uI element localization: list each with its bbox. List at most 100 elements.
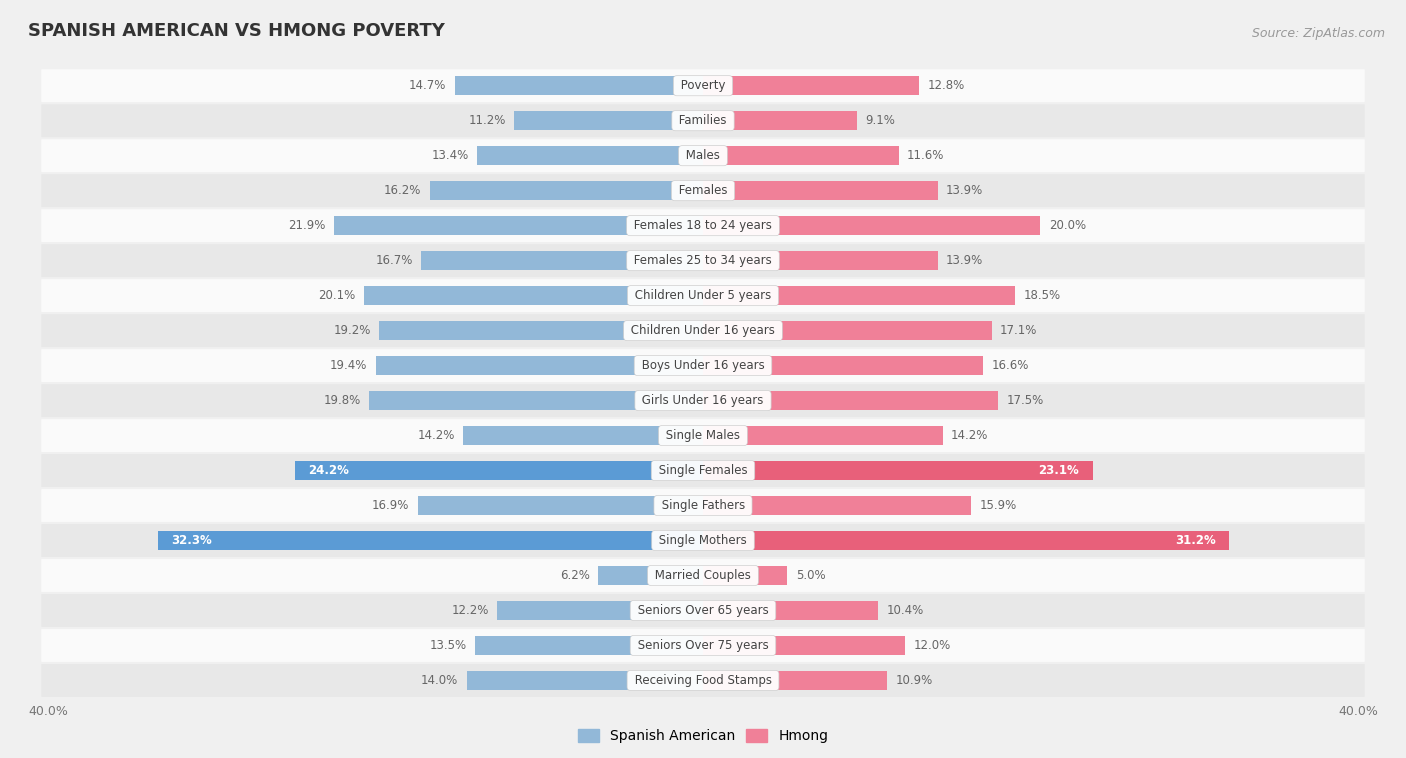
Text: Females 25 to 34 years: Females 25 to 34 years <box>630 254 776 267</box>
Text: 24.2%: 24.2% <box>308 464 349 477</box>
Text: 13.9%: 13.9% <box>946 184 983 197</box>
Text: Boys Under 16 years: Boys Under 16 years <box>638 359 768 372</box>
FancyBboxPatch shape <box>41 489 1365 522</box>
Text: Girls Under 16 years: Girls Under 16 years <box>638 394 768 407</box>
Bar <box>375 356 703 375</box>
Bar <box>703 181 938 200</box>
Bar <box>333 216 703 235</box>
Text: 9.1%: 9.1% <box>865 114 894 127</box>
Text: Children Under 5 years: Children Under 5 years <box>631 289 775 302</box>
FancyBboxPatch shape <box>41 629 1365 662</box>
Bar <box>703 356 983 375</box>
Text: Seniors Over 65 years: Seniors Over 65 years <box>634 604 772 617</box>
FancyBboxPatch shape <box>41 384 1365 417</box>
Text: 18.5%: 18.5% <box>1024 289 1060 302</box>
Bar <box>157 531 703 550</box>
Text: 31.2%: 31.2% <box>1175 534 1216 547</box>
Text: 13.5%: 13.5% <box>430 639 467 652</box>
Text: 23.1%: 23.1% <box>1039 464 1080 477</box>
Text: Married Couples: Married Couples <box>651 569 755 582</box>
Text: 13.9%: 13.9% <box>946 254 983 267</box>
Bar <box>703 496 972 515</box>
Text: Children Under 16 years: Children Under 16 years <box>627 324 779 337</box>
Text: Males: Males <box>682 149 724 162</box>
Bar <box>703 426 942 445</box>
Text: 40.0%: 40.0% <box>28 705 67 718</box>
FancyBboxPatch shape <box>41 314 1365 347</box>
Text: 32.3%: 32.3% <box>172 534 212 547</box>
Text: Females 18 to 24 years: Females 18 to 24 years <box>630 219 776 232</box>
Text: 11.6%: 11.6% <box>907 149 945 162</box>
Text: 17.5%: 17.5% <box>1007 394 1043 407</box>
Text: 16.9%: 16.9% <box>373 499 409 512</box>
Bar <box>703 531 1229 550</box>
FancyBboxPatch shape <box>41 594 1365 627</box>
Bar <box>703 111 856 130</box>
Text: Seniors Over 75 years: Seniors Over 75 years <box>634 639 772 652</box>
Bar <box>703 76 920 96</box>
Bar <box>703 251 938 271</box>
Text: 11.2%: 11.2% <box>468 114 506 127</box>
Text: 14.2%: 14.2% <box>418 429 456 442</box>
Text: 12.0%: 12.0% <box>914 639 950 652</box>
Bar <box>464 426 703 445</box>
FancyBboxPatch shape <box>41 279 1365 312</box>
Text: Females: Females <box>675 184 731 197</box>
Text: 16.6%: 16.6% <box>991 359 1029 372</box>
Bar <box>475 636 703 655</box>
Bar <box>703 146 898 165</box>
Bar <box>368 391 703 410</box>
Bar <box>498 601 703 620</box>
Bar <box>703 216 1040 235</box>
FancyBboxPatch shape <box>41 454 1365 487</box>
Bar <box>467 671 703 690</box>
FancyBboxPatch shape <box>41 559 1365 592</box>
FancyBboxPatch shape <box>41 524 1365 557</box>
Text: 21.9%: 21.9% <box>288 219 325 232</box>
Text: 14.0%: 14.0% <box>422 674 458 687</box>
Bar <box>515 111 703 130</box>
Text: 14.2%: 14.2% <box>950 429 988 442</box>
Text: 6.2%: 6.2% <box>560 569 591 582</box>
Text: 19.2%: 19.2% <box>333 324 371 337</box>
FancyBboxPatch shape <box>41 174 1365 207</box>
Text: 16.7%: 16.7% <box>375 254 413 267</box>
Bar <box>703 601 879 620</box>
Bar <box>456 76 703 96</box>
Text: 17.1%: 17.1% <box>1000 324 1038 337</box>
Text: 10.4%: 10.4% <box>887 604 924 617</box>
Legend: Spanish American, Hmong: Spanish American, Hmong <box>572 724 834 749</box>
Text: Single Males: Single Males <box>662 429 744 442</box>
Bar <box>703 671 887 690</box>
FancyBboxPatch shape <box>41 139 1365 172</box>
Text: 19.8%: 19.8% <box>323 394 360 407</box>
Bar <box>418 496 703 515</box>
FancyBboxPatch shape <box>41 664 1365 697</box>
Bar <box>295 461 703 480</box>
Text: 14.7%: 14.7% <box>409 80 447 92</box>
Text: Receiving Food Stamps: Receiving Food Stamps <box>631 674 775 687</box>
Text: SPANISH AMERICAN VS HMONG POVERTY: SPANISH AMERICAN VS HMONG POVERTY <box>28 22 444 40</box>
FancyBboxPatch shape <box>41 419 1365 452</box>
Bar <box>422 251 703 271</box>
Text: 12.2%: 12.2% <box>451 604 489 617</box>
Bar <box>703 566 787 585</box>
FancyBboxPatch shape <box>41 349 1365 382</box>
Text: 5.0%: 5.0% <box>796 569 825 582</box>
Bar <box>380 321 703 340</box>
Text: 16.2%: 16.2% <box>384 184 422 197</box>
Text: 13.4%: 13.4% <box>432 149 468 162</box>
Text: 15.9%: 15.9% <box>980 499 1017 512</box>
Text: 20.1%: 20.1% <box>318 289 356 302</box>
Bar <box>703 321 991 340</box>
Text: 19.4%: 19.4% <box>330 359 367 372</box>
Bar <box>430 181 703 200</box>
FancyBboxPatch shape <box>41 244 1365 277</box>
Bar <box>703 636 905 655</box>
FancyBboxPatch shape <box>41 209 1365 242</box>
Text: Single Mothers: Single Mothers <box>655 534 751 547</box>
Text: Single Females: Single Females <box>655 464 751 477</box>
Bar <box>703 391 998 410</box>
Text: Families: Families <box>675 114 731 127</box>
Text: Single Fathers: Single Fathers <box>658 499 748 512</box>
